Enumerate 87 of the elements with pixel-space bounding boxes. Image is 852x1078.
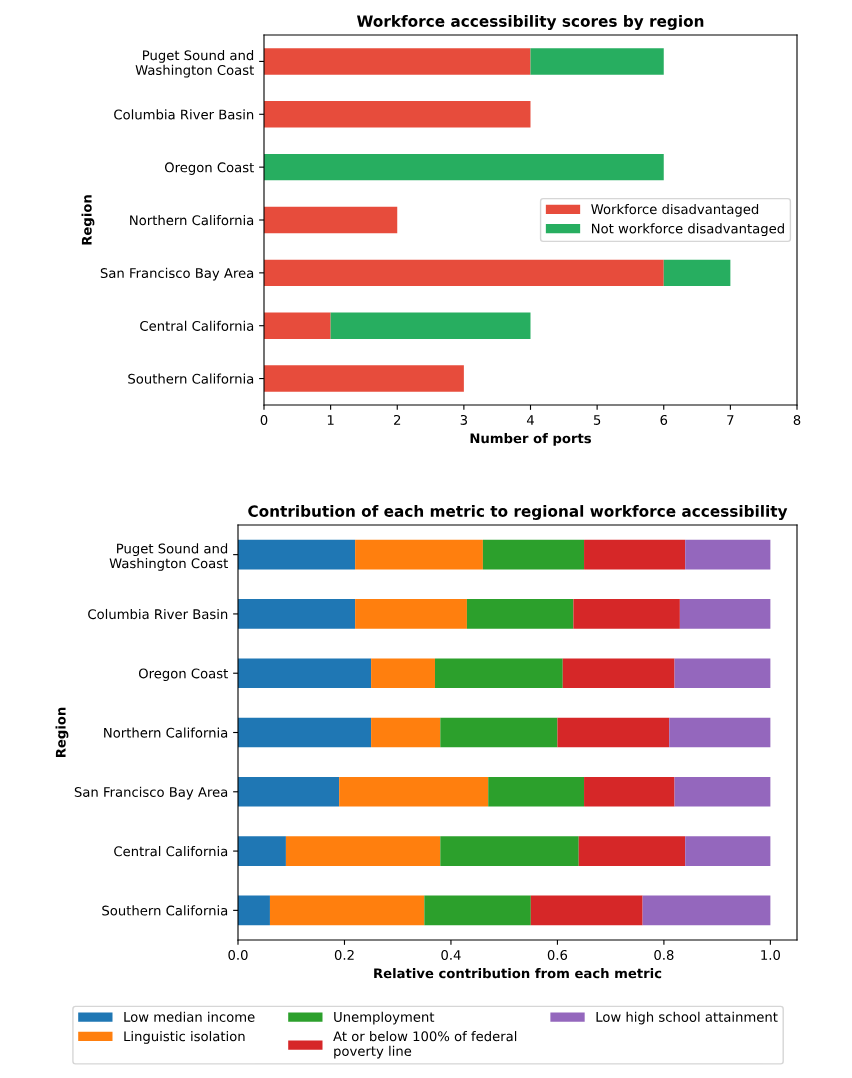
bar	[330, 312, 531, 339]
x-axis-title: Relative contribution from each metric	[374, 968, 662, 979]
legend-label: Low high school attainment	[596, 1011, 778, 1025]
bar	[440, 717, 558, 748]
y-tick-label: Northern California	[130, 214, 254, 226]
bar	[264, 365, 464, 392]
legend-label: Workforce disadvantaged	[591, 203, 759, 217]
bar	[434, 658, 563, 689]
bar	[238, 539, 356, 570]
y-tick-label: Puget Sound and Washington Coast	[109, 543, 228, 571]
x-tick-label: 4	[526, 415, 534, 425]
y-tick-label: Columbia River Basin	[114, 109, 254, 120]
bar	[584, 539, 686, 570]
bar	[371, 658, 435, 689]
chart-title: Workforce accessibility scores by region	[356, 15, 704, 30]
bar	[355, 539, 483, 570]
bar	[466, 599, 574, 629]
bar	[685, 539, 771, 570]
bar	[264, 206, 398, 234]
legend-label: Unemployment	[334, 1011, 435, 1025]
bar	[482, 539, 585, 570]
x-tick-label: 3	[460, 414, 468, 425]
bar	[355, 599, 467, 629]
bar	[663, 259, 731, 287]
bar	[264, 312, 331, 339]
x-axis-title: Number of ports	[470, 433, 591, 446]
bar	[674, 776, 771, 807]
legend-label: Low median income	[124, 1011, 255, 1022]
y-tick-label: Central California	[140, 320, 254, 331]
y-tick-label: Columbia River Basin	[88, 608, 228, 620]
x-tick-label: 0.4	[441, 949, 461, 960]
bar	[238, 776, 340, 807]
x-tick-label: 0.2	[334, 949, 354, 960]
y-tick-label: Puget Sound and Washington Coast	[135, 50, 254, 78]
y-tick-label: Southern California	[128, 373, 254, 384]
y-tick-label: Oregon Coast	[138, 668, 228, 681]
bar	[530, 48, 664, 75]
x-tick-label: 0.6	[547, 949, 568, 960]
bar	[530, 895, 643, 926]
bar	[669, 717, 771, 748]
bar	[285, 836, 441, 866]
x-tick-label: 0	[260, 414, 268, 425]
bar	[685, 836, 771, 866]
bar	[238, 717, 372, 748]
legend-label: Linguistic isolation	[124, 1031, 245, 1044]
bar	[573, 599, 680, 629]
y-tick-label: Northern California	[104, 727, 228, 738]
y-axis-title: Region	[55, 707, 69, 758]
x-tick-label: 5	[593, 415, 601, 425]
legend-label: Not workforce disadvantaged	[592, 223, 784, 237]
bar	[674, 658, 771, 689]
x-tick-label: 1.0	[761, 949, 780, 960]
bar	[424, 895, 531, 926]
bar	[578, 836, 686, 866]
bar	[264, 153, 664, 181]
bar	[238, 599, 356, 629]
bar	[238, 895, 270, 926]
bar	[264, 101, 531, 128]
bar	[238, 658, 372, 689]
x-tick-label: 6	[660, 414, 668, 425]
y-tick-label: Southern California	[102, 905, 228, 916]
y-tick-label: Central California	[114, 846, 228, 857]
bar	[488, 776, 585, 807]
bar	[339, 776, 489, 807]
y-tick-label: Oregon Coast	[164, 162, 254, 175]
bar	[679, 599, 771, 629]
bar	[269, 895, 425, 926]
x-tick-label: 7	[727, 415, 734, 425]
x-tick-label: 1	[327, 415, 334, 425]
x-tick-label: 8	[793, 414, 801, 425]
bar	[371, 717, 441, 748]
x-tick-label: 0.8	[654, 949, 674, 960]
y-axis-title: Region	[81, 195, 95, 245]
y-tick-label: San Francisco Bay Area	[100, 267, 254, 281]
bar	[264, 48, 531, 75]
legend-label: At or below 100% of federal poverty line	[333, 1031, 517, 1059]
bar	[440, 836, 579, 866]
bar	[264, 259, 664, 287]
x-tick-label: 2	[394, 414, 401, 425]
bar	[584, 776, 675, 807]
y-tick-label: San Francisco Bay Area	[74, 786, 228, 800]
chart-title: Contribution of each metric to regional workforce accessibility	[248, 505, 788, 520]
x-tick-label: 0.0	[228, 949, 248, 960]
bar	[562, 658, 675, 689]
bar	[557, 717, 670, 748]
bar	[238, 836, 286, 866]
bar	[642, 895, 771, 926]
